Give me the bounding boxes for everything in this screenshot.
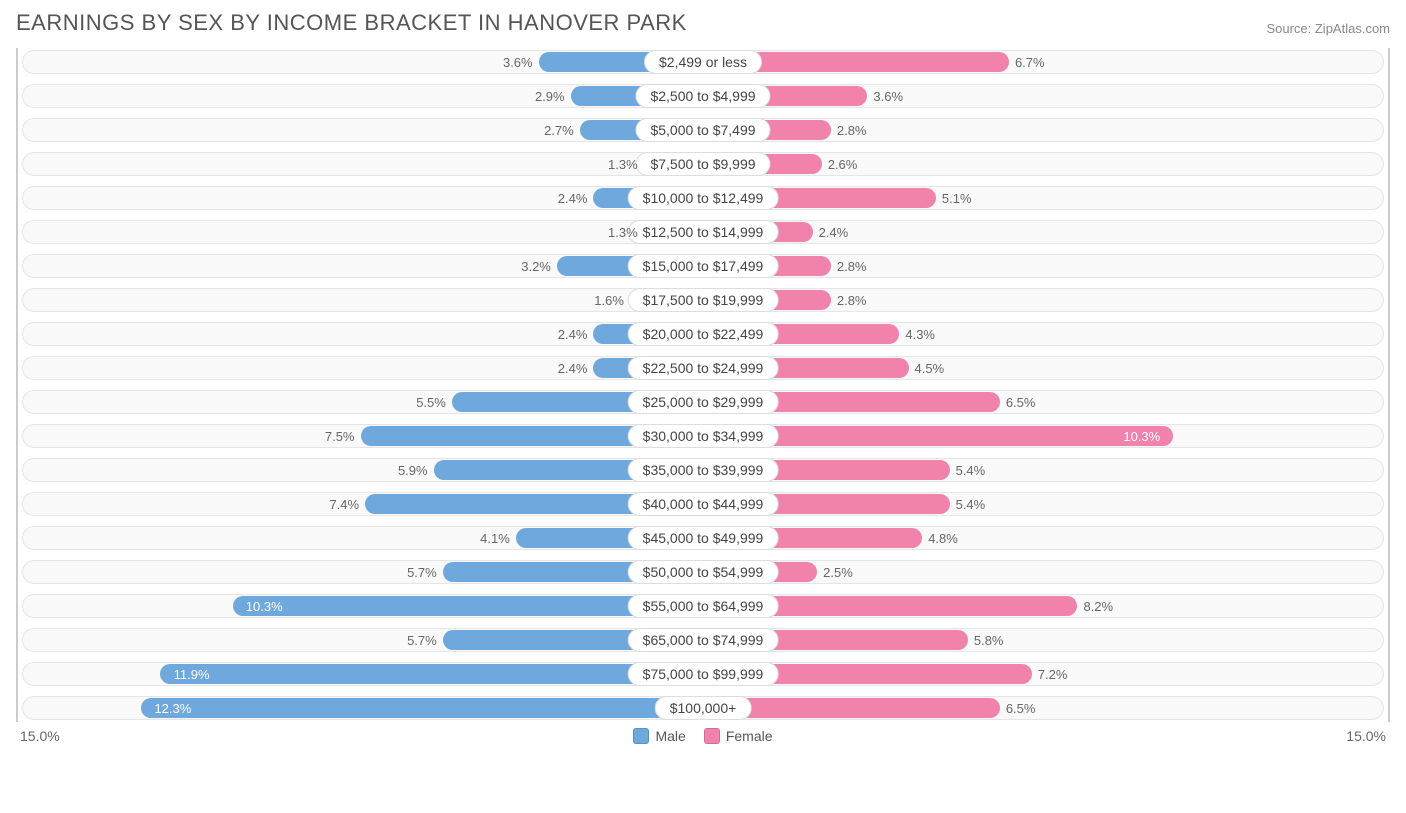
bracket-label: $15,000 to $17,499 [628, 254, 779, 278]
legend-label-female: Female [726, 728, 773, 744]
bracket-label: $100,000+ [655, 696, 752, 720]
bar-male [141, 698, 703, 718]
pct-label-male: 7.5% [325, 422, 355, 450]
pct-label-male: 3.6% [503, 48, 533, 76]
chart-row: 2.7% 2.8% $5,000 to $7,499 [18, 116, 1388, 144]
pct-label-male: 2.4% [558, 354, 588, 382]
pct-label-female: 6.5% [1006, 388, 1036, 416]
chart-row: 1.6% 2.8% $17,500 to $19,999 [18, 286, 1388, 314]
pct-label-male: 2.9% [535, 82, 565, 110]
header: EARNINGS BY SEX BY INCOME BRACKET IN HAN… [16, 10, 1390, 36]
source-attribution: Source: ZipAtlas.com [1266, 21, 1390, 36]
bracket-label: $7,500 to $9,999 [635, 152, 770, 176]
legend-swatch-male [633, 728, 649, 744]
pct-label-female: 2.5% [823, 558, 853, 586]
bracket-label: $2,499 or less [644, 50, 762, 74]
pct-label-female: 7.2% [1038, 660, 1068, 688]
legend-label-male: Male [655, 728, 685, 744]
bracket-label: $20,000 to $22,499 [628, 322, 779, 346]
butterfly-chart: 3.6%6.7%$2,499 or less2.9%3.6%$2,500 to … [16, 48, 1390, 722]
bracket-label: $30,000 to $34,999 [628, 424, 779, 448]
chart-row: 5.7% 5.8% $65,000 to $74,999 [18, 626, 1388, 654]
chart-row: 2.9% 3.6% $2,500 to $4,999 [18, 82, 1388, 110]
legend-item-female: Female [704, 728, 773, 744]
pct-label-male: 5.9% [398, 456, 428, 484]
bracket-label: $40,000 to $44,999 [628, 492, 779, 516]
pct-label-female: 5.4% [956, 456, 986, 484]
chart-row: 1.3% 2.6% $7,500 to $9,999 [18, 150, 1388, 178]
bracket-label: $25,000 to $29,999 [628, 390, 779, 414]
pct-label-male: 1.6% [594, 286, 624, 314]
chart-row: 7.4% 5.4% $40,000 to $44,999 [18, 490, 1388, 518]
bracket-label: $10,000 to $12,499 [628, 186, 779, 210]
pct-label-female: 6.5% [1006, 694, 1036, 722]
chart-row: 2.4% 4.3% $20,000 to $22,499 [18, 320, 1388, 348]
pct-label-male: 4.1% [480, 524, 510, 552]
pct-label-male: 3.2% [521, 252, 551, 280]
pct-label-male: 5.7% [407, 626, 437, 654]
pct-label-male: 5.7% [407, 558, 437, 586]
pct-label-male: 1.3% [608, 218, 638, 246]
chart-row: 12.3% 6.5% $100,000+ [18, 694, 1388, 722]
legend-swatch-female [704, 728, 720, 744]
pct-label-female: 2.4% [819, 218, 849, 246]
pct-label-female: 10.3% [1123, 422, 1160, 450]
pct-label-male: 10.3% [246, 592, 283, 620]
pct-label-male: 7.4% [329, 490, 359, 518]
chart-row: 5.7% 2.5% $50,000 to $54,999 [18, 558, 1388, 586]
pct-label-male: 2.7% [544, 116, 574, 144]
legend: Male Female [633, 728, 772, 744]
pct-label-male: 5.5% [416, 388, 446, 416]
axis-label-left: 15.0% [20, 728, 60, 744]
legend-item-male: Male [633, 728, 685, 744]
chart-row: 4.1% 4.8% $45,000 to $49,999 [18, 524, 1388, 552]
chart-row: 5.5% 6.5% $25,000 to $29,999 [18, 388, 1388, 416]
bracket-label: $55,000 to $64,999 [628, 594, 779, 618]
pct-label-male: 11.9% [174, 660, 210, 688]
bracket-label: $50,000 to $54,999 [628, 560, 779, 584]
bracket-label: $65,000 to $74,999 [628, 628, 779, 652]
chart-title: EARNINGS BY SEX BY INCOME BRACKET IN HAN… [16, 10, 687, 36]
pct-label-female: 8.2% [1083, 592, 1113, 620]
pct-label-female: 4.3% [905, 320, 935, 348]
pct-label-male: 1.3% [608, 150, 638, 178]
chart-row: 3.6% 6.7% $2,499 or less [18, 48, 1388, 76]
bracket-label: $22,500 to $24,999 [628, 356, 779, 380]
chart-footer: 15.0% Male Female 15.0% [16, 728, 1390, 744]
chart-row: 5.9% 5.4% $35,000 to $39,999 [18, 456, 1388, 484]
axis-label-right: 15.0% [1346, 728, 1386, 744]
pct-label-female: 5.1% [942, 184, 972, 212]
bracket-label: $75,000 to $99,999 [628, 662, 779, 686]
pct-label-female: 2.6% [828, 150, 858, 178]
pct-label-female: 5.8% [974, 626, 1004, 654]
pct-label-female: 2.8% [837, 116, 867, 144]
pct-label-female: 6.7% [1015, 48, 1045, 76]
chart-row: 7.5% 10.3% $30,000 to $34,999 [18, 422, 1388, 450]
pct-label-female: 2.8% [837, 286, 867, 314]
pct-label-female: 3.6% [873, 82, 903, 110]
bracket-label: $5,000 to $7,499 [635, 118, 770, 142]
chart-row: 1.3% 2.4% $12,500 to $14,999 [18, 218, 1388, 246]
bracket-label: $17,500 to $19,999 [628, 288, 779, 312]
chart-row: 2.4% 4.5% $22,500 to $24,999 [18, 354, 1388, 382]
chart-row: 2.4% 5.1% $10,000 to $12,499 [18, 184, 1388, 212]
bracket-label: $45,000 to $49,999 [628, 526, 779, 550]
bracket-label: $35,000 to $39,999 [628, 458, 779, 482]
pct-label-female: 4.5% [914, 354, 944, 382]
pct-label-female: 2.8% [837, 252, 867, 280]
chart-row: 10.3% 8.2% $55,000 to $64,999 [18, 592, 1388, 620]
bracket-label: $12,500 to $14,999 [628, 220, 779, 244]
chart-row: 3.2% 2.8% $15,000 to $17,499 [18, 252, 1388, 280]
pct-label-female: 5.4% [956, 490, 986, 518]
pct-label-male: 2.4% [558, 184, 588, 212]
chart-row: 11.9% 7.2% $75,000 to $99,999 [18, 660, 1388, 688]
pct-label-male: 12.3% [154, 694, 191, 722]
bracket-label: $2,500 to $4,999 [635, 84, 770, 108]
pct-label-female: 4.8% [928, 524, 958, 552]
pct-label-male: 2.4% [558, 320, 588, 348]
bar-male [160, 664, 703, 684]
